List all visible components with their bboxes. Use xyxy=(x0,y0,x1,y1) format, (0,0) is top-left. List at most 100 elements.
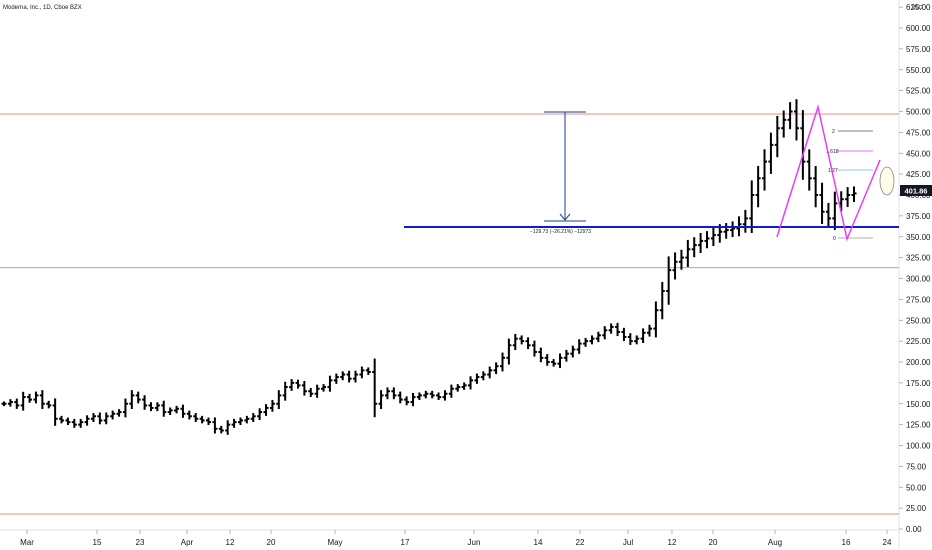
ohlc-bar xyxy=(653,301,659,338)
fib-label-127: 1.27 xyxy=(828,168,838,174)
ohlc-bar xyxy=(263,404,269,416)
ohlc-bar xyxy=(774,115,780,158)
ohlc-bar xyxy=(333,373,339,384)
ohlc-bar xyxy=(710,227,716,247)
y-tick-label: 300.00 xyxy=(906,275,931,284)
ohlc-bar xyxy=(621,327,627,342)
ohlc-bar xyxy=(346,370,352,383)
x-tick-label: 23 xyxy=(136,538,145,547)
ohlc-bar xyxy=(659,281,665,320)
fib-label-2: 2 xyxy=(832,129,835,135)
ohlc-bar xyxy=(321,384,327,392)
ohlc-bar xyxy=(78,418,84,428)
target-ellipse[interactable] xyxy=(879,166,895,196)
ohlc-bar xyxy=(148,402,154,412)
ohlc-bar xyxy=(20,391,26,411)
ohlc-bar xyxy=(448,384,454,398)
measure-arrowhead xyxy=(559,213,571,221)
ohlc-bar xyxy=(359,366,365,379)
ohlc-bar xyxy=(666,256,672,305)
ohlc-bar xyxy=(468,376,474,390)
last-price-badge: 401.86 xyxy=(900,185,932,196)
ohlc-bar xyxy=(1,401,7,407)
ohlc-bar xyxy=(250,413,256,422)
x-tick-label: 24 xyxy=(883,538,892,547)
x-tick-label: Jun xyxy=(468,538,481,547)
price-axis[interactable]: 0.00 25.00 50.00 75.00 100.00 125.00 150.00 175… xyxy=(899,3,931,534)
ohlc-bar xyxy=(129,390,135,410)
ohlc-bar xyxy=(672,252,678,280)
y-tick-label: 25.00 xyxy=(906,504,927,513)
y-tick-label: 600.00 xyxy=(906,24,931,33)
horizontal-lines[interactable] xyxy=(0,113,899,515)
x-tick-label: 22 xyxy=(576,538,585,547)
time-axis[interactable]: Mar 15 23 Apr 12 20 May 17 Jun 14 22 Jul 12 20 Aug 16 24 xyxy=(20,530,892,547)
x-tick-label: 15 xyxy=(93,538,102,547)
ohlc-bar xyxy=(276,390,282,410)
ohlc-bar xyxy=(493,362,499,375)
ohlc-bar xyxy=(544,354,550,366)
ohlc-bar xyxy=(768,132,774,174)
ohlc-bar xyxy=(135,391,141,404)
x-tick-label: Mar xyxy=(20,538,34,547)
ohlc-bar xyxy=(206,417,212,426)
ohlc-bar xyxy=(340,371,346,381)
ohlc-bar xyxy=(84,415,90,426)
x-tick-label: May xyxy=(327,538,342,547)
pattern-line[interactable] xyxy=(776,104,881,242)
y-tick-label: 175.00 xyxy=(906,379,931,388)
ohlc-bar xyxy=(410,392,416,407)
y-tick-label: 575.00 xyxy=(906,45,931,54)
ohlc-bar xyxy=(793,99,799,141)
ohlc-bar xyxy=(813,166,819,208)
ohlc-bar xyxy=(442,390,448,401)
y-tick-label: 225.00 xyxy=(906,337,931,346)
ohlc-bar xyxy=(615,322,621,337)
ohlc-bar xyxy=(14,398,20,409)
fib-label-0: 0 xyxy=(833,236,836,242)
ohlc-bar xyxy=(461,382,467,390)
measure-tool[interactable]: −129.73 (−26.21%) −12973 xyxy=(530,111,591,235)
ohlc-bar xyxy=(749,180,755,233)
last-price-label: 401.86 xyxy=(905,187,928,196)
ohlc-bar xyxy=(429,390,435,399)
ohlc-bar xyxy=(391,387,397,400)
y-tick-label: 75.00 xyxy=(906,462,927,471)
y-tick-label: 500.00 xyxy=(906,108,931,117)
fib-extension[interactable]: 2 1.618 1.27 0 xyxy=(826,129,873,242)
y-tick-label: 525.00 xyxy=(906,87,931,96)
ohlc-bar xyxy=(525,337,531,350)
ohlc-bar xyxy=(551,359,557,367)
ohlc-bar xyxy=(301,380,307,396)
ohlc-bar xyxy=(97,412,103,425)
ohlc-bar xyxy=(372,358,378,418)
ohlc-bar xyxy=(295,379,301,389)
y-tick-label: 50.00 xyxy=(906,483,927,492)
ohlc-bar xyxy=(314,384,320,398)
x-tick-label: Jul xyxy=(623,538,633,547)
ohlc-bar xyxy=(353,370,359,383)
ohlc-bar xyxy=(416,392,422,400)
ohlc-bar xyxy=(27,393,33,403)
ohlc-bar xyxy=(33,391,39,404)
ohlc-bar xyxy=(244,415,250,424)
ohlc-bar xyxy=(269,399,275,412)
ohlc-bar xyxy=(282,381,288,401)
ohlc-bar xyxy=(538,347,544,363)
y-tick-label: 200.00 xyxy=(906,358,931,367)
x-tick-label: 12 xyxy=(668,538,677,547)
ohlc-bar xyxy=(397,391,403,404)
ohlc-bar xyxy=(384,387,390,400)
ohlc-bar xyxy=(199,415,205,424)
y-tick-label: 125.00 xyxy=(906,421,931,430)
x-tick-label: 20 xyxy=(267,538,276,547)
ohlc-bar xyxy=(122,398,128,418)
ohlc-bar xyxy=(832,191,838,231)
ohlc-bar xyxy=(103,412,109,425)
x-tick-label: 14 xyxy=(534,538,543,547)
y-tick-label: 100.00 xyxy=(906,442,931,451)
ohlc-bar xyxy=(167,407,173,416)
ohlc-bar xyxy=(640,328,646,344)
ohlc-bar xyxy=(723,223,729,239)
